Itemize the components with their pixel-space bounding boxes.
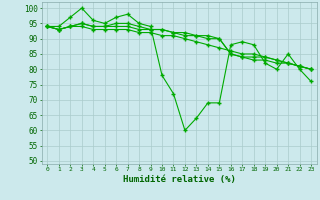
X-axis label: Humidité relative (%): Humidité relative (%) xyxy=(123,175,236,184)
